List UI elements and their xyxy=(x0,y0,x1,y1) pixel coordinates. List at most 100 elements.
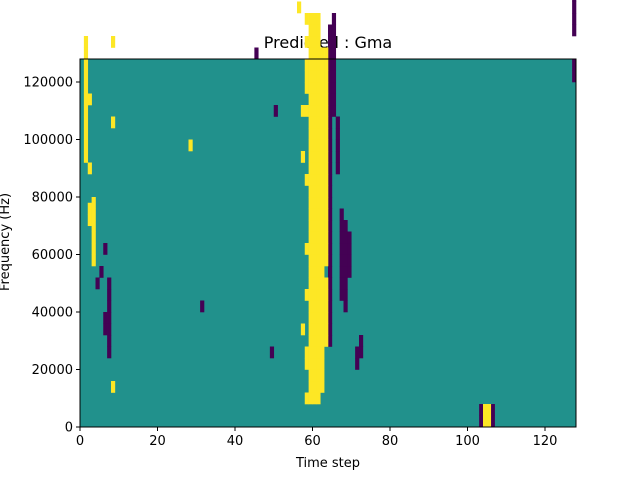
heatmap-cell-high xyxy=(83,82,89,94)
heatmap-cell-high xyxy=(308,13,313,25)
heatmap-cell-high xyxy=(316,220,321,232)
heatmap-cell-high xyxy=(324,59,329,71)
heatmap-cell-high xyxy=(87,202,92,215)
heatmap-cell-high xyxy=(324,128,329,140)
y-tick-label: 120000 xyxy=(23,76,73,91)
x-tick-label: 120 xyxy=(533,434,558,449)
plot-frame xyxy=(79,58,577,428)
heatmap-cell-low xyxy=(273,105,278,117)
heatmap-cell-high xyxy=(316,70,321,83)
heatmap-cell-high xyxy=(483,404,488,416)
heatmap-cell-high xyxy=(83,59,89,71)
heatmap-cell-high xyxy=(304,289,309,301)
heatmap-cell-high xyxy=(316,266,321,278)
heatmap-cell-high xyxy=(308,266,313,278)
heatmap-cell-low xyxy=(359,335,364,347)
heatmap-cell-low xyxy=(328,220,333,232)
heatmap-cell-low xyxy=(269,346,275,359)
heatmap-cell-high xyxy=(111,116,116,129)
x-tick-label: 0 xyxy=(76,434,84,449)
heatmap-cell-low xyxy=(328,335,333,347)
heatmap-cell-high xyxy=(320,59,325,71)
heatmap-cell-high xyxy=(324,174,329,186)
heatmap-cell-high xyxy=(308,358,313,370)
heatmap-cell-low xyxy=(343,300,348,313)
y-tick-label: 0 xyxy=(65,421,73,436)
heatmap-cell-high xyxy=(320,277,325,290)
heatmap-cell-high xyxy=(308,197,313,209)
heatmap-cell-high xyxy=(308,369,313,382)
x-tick-label: 40 xyxy=(227,434,244,449)
heatmap-cell-low xyxy=(490,415,495,428)
heatmap-cell-low xyxy=(572,0,577,2)
heatmap-cell-high xyxy=(320,231,325,244)
heatmap-cell-low xyxy=(572,70,577,83)
heatmap-cell-high xyxy=(320,254,325,267)
heatmap-cell-high xyxy=(316,36,321,48)
heatmap-cell-low xyxy=(355,346,360,359)
heatmap-cell-high xyxy=(316,47,321,60)
heatmap-cell-high xyxy=(320,93,325,106)
heatmap-cell-high xyxy=(308,277,313,290)
heatmap-cell-high xyxy=(316,82,321,94)
heatmap-cell-high xyxy=(320,323,325,336)
heatmap-cell-high xyxy=(304,358,309,370)
heatmap-cell-low xyxy=(103,243,108,255)
heatmap-cell-high xyxy=(320,369,325,382)
heatmap-cell-low xyxy=(328,93,333,106)
heatmap-cell-high xyxy=(324,277,329,290)
heatmap-cell-high xyxy=(87,214,92,227)
heatmap-cell-high xyxy=(312,128,317,140)
heatmap-cell-high xyxy=(297,1,302,14)
heatmap-cell-high xyxy=(324,116,329,129)
heatmap-cell-low xyxy=(328,254,333,267)
heatmap-cell-high xyxy=(312,24,317,37)
heatmap-cell-high xyxy=(324,220,329,232)
heatmap-cell-high xyxy=(312,105,317,117)
heatmap-cell-low xyxy=(328,151,333,163)
heatmap-cell-high xyxy=(312,208,317,221)
heatmap-cell-high xyxy=(316,116,321,129)
heatmap-cell-high xyxy=(316,93,321,106)
heatmap-cell-high xyxy=(308,151,313,163)
heatmap-cell-high xyxy=(312,47,317,60)
heatmap-cell-low xyxy=(328,128,333,140)
heatmap-cell-low xyxy=(328,105,333,117)
heatmap-cell-low xyxy=(107,312,112,324)
heatmap-cell-low xyxy=(328,82,333,94)
heatmap-cell-low xyxy=(331,59,337,71)
heatmap-cell-high xyxy=(304,13,309,25)
heatmap-cell-low xyxy=(331,36,337,48)
heatmap-cell-low xyxy=(107,323,112,336)
heatmap-cell-high xyxy=(316,197,321,209)
heatmap-cell-high xyxy=(312,139,317,152)
heatmap-cell-high xyxy=(316,289,321,301)
heatmap-cell-low xyxy=(99,266,104,278)
heatmap-cell-high xyxy=(308,335,313,347)
heatmap-cell-high xyxy=(304,105,309,117)
heatmap-cell-high xyxy=(308,36,313,48)
heatmap-cell-low xyxy=(328,59,333,71)
heatmap-cell-high xyxy=(320,208,325,221)
heatmap-cell-high xyxy=(320,358,325,370)
heatmap-cell-low xyxy=(107,335,112,347)
heatmap-cell-low xyxy=(103,323,108,336)
heatmap-cell-high xyxy=(87,93,92,106)
heatmap-cell-high xyxy=(308,82,313,94)
heatmap-cell-high xyxy=(308,323,313,336)
heatmap-cell-high xyxy=(308,208,313,221)
heatmap-cell-high xyxy=(308,289,313,301)
heatmap-cell-high xyxy=(320,346,325,359)
heatmap-cell-high xyxy=(308,220,313,232)
heatmap-cell-high xyxy=(308,105,313,117)
heatmap-cell-high xyxy=(316,185,321,198)
x-tick-label: 60 xyxy=(304,434,321,449)
heatmap-cell-high xyxy=(324,231,329,244)
heatmap-cell-high xyxy=(320,266,325,278)
x-axis: 0 20 40 60 80 100 120 xyxy=(76,427,558,449)
heatmap-cell-low xyxy=(328,289,333,301)
heatmap-cell-high xyxy=(312,174,317,186)
heatmap-cell-high xyxy=(320,128,325,140)
heatmap-cell-high xyxy=(324,323,329,336)
heatmap-cell-low xyxy=(331,24,337,37)
